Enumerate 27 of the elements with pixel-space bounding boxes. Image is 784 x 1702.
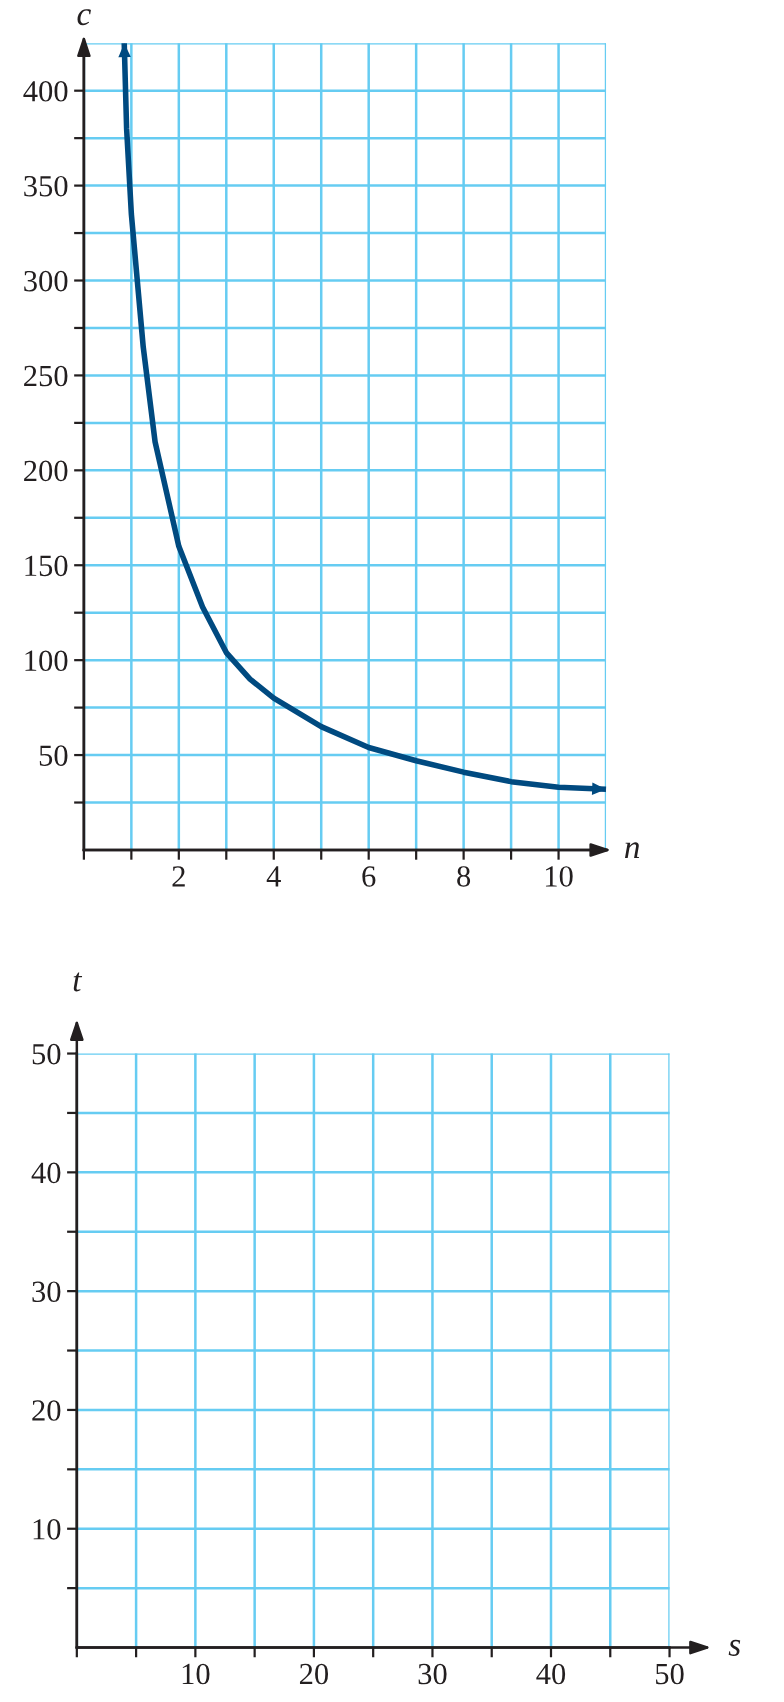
y-axis-title: c bbox=[77, 9, 91, 26]
y-tick-label: 100 bbox=[25, 650, 68, 672]
x-tick-label: 10 bbox=[182, 1663, 210, 1685]
x-axis-title: s bbox=[728, 1639, 741, 1656]
y-tick-label: 350 bbox=[24, 175, 68, 197]
y-tick-label: 10 bbox=[33, 1519, 61, 1540]
y-tick-label: 40 bbox=[31, 1162, 61, 1184]
y-tick-label: 300 bbox=[24, 270, 68, 292]
x-tick-label: 30 bbox=[418, 1663, 447, 1685]
x-tick-label: 2 bbox=[172, 866, 185, 887]
y-tick-label: 50 bbox=[32, 1043, 61, 1065]
x-tick-label: 6 bbox=[362, 866, 376, 887]
x-tick-label: 10 bbox=[545, 866, 573, 887]
y-axis-title: t bbox=[73, 972, 83, 992]
x-tick-label: 4 bbox=[266, 866, 281, 887]
x-tick-label: 20 bbox=[299, 1663, 329, 1685]
y-tick-label: 200 bbox=[24, 460, 68, 482]
y-tick-label: 30 bbox=[32, 1281, 61, 1303]
x-tick-label: 50 bbox=[656, 1663, 684, 1685]
x-axis-title: n bbox=[624, 842, 640, 858]
y-tick-label: 250 bbox=[24, 365, 68, 387]
y-tick-label: 20 bbox=[32, 1400, 61, 1421]
x-tick-label: 40 bbox=[536, 1663, 566, 1685]
y-tick-label: 400 bbox=[23, 80, 68, 102]
y-tick-label: 150 bbox=[25, 555, 68, 577]
y-tick-label: 50 bbox=[39, 745, 68, 766]
x-tick-label: 8 bbox=[457, 866, 471, 887]
